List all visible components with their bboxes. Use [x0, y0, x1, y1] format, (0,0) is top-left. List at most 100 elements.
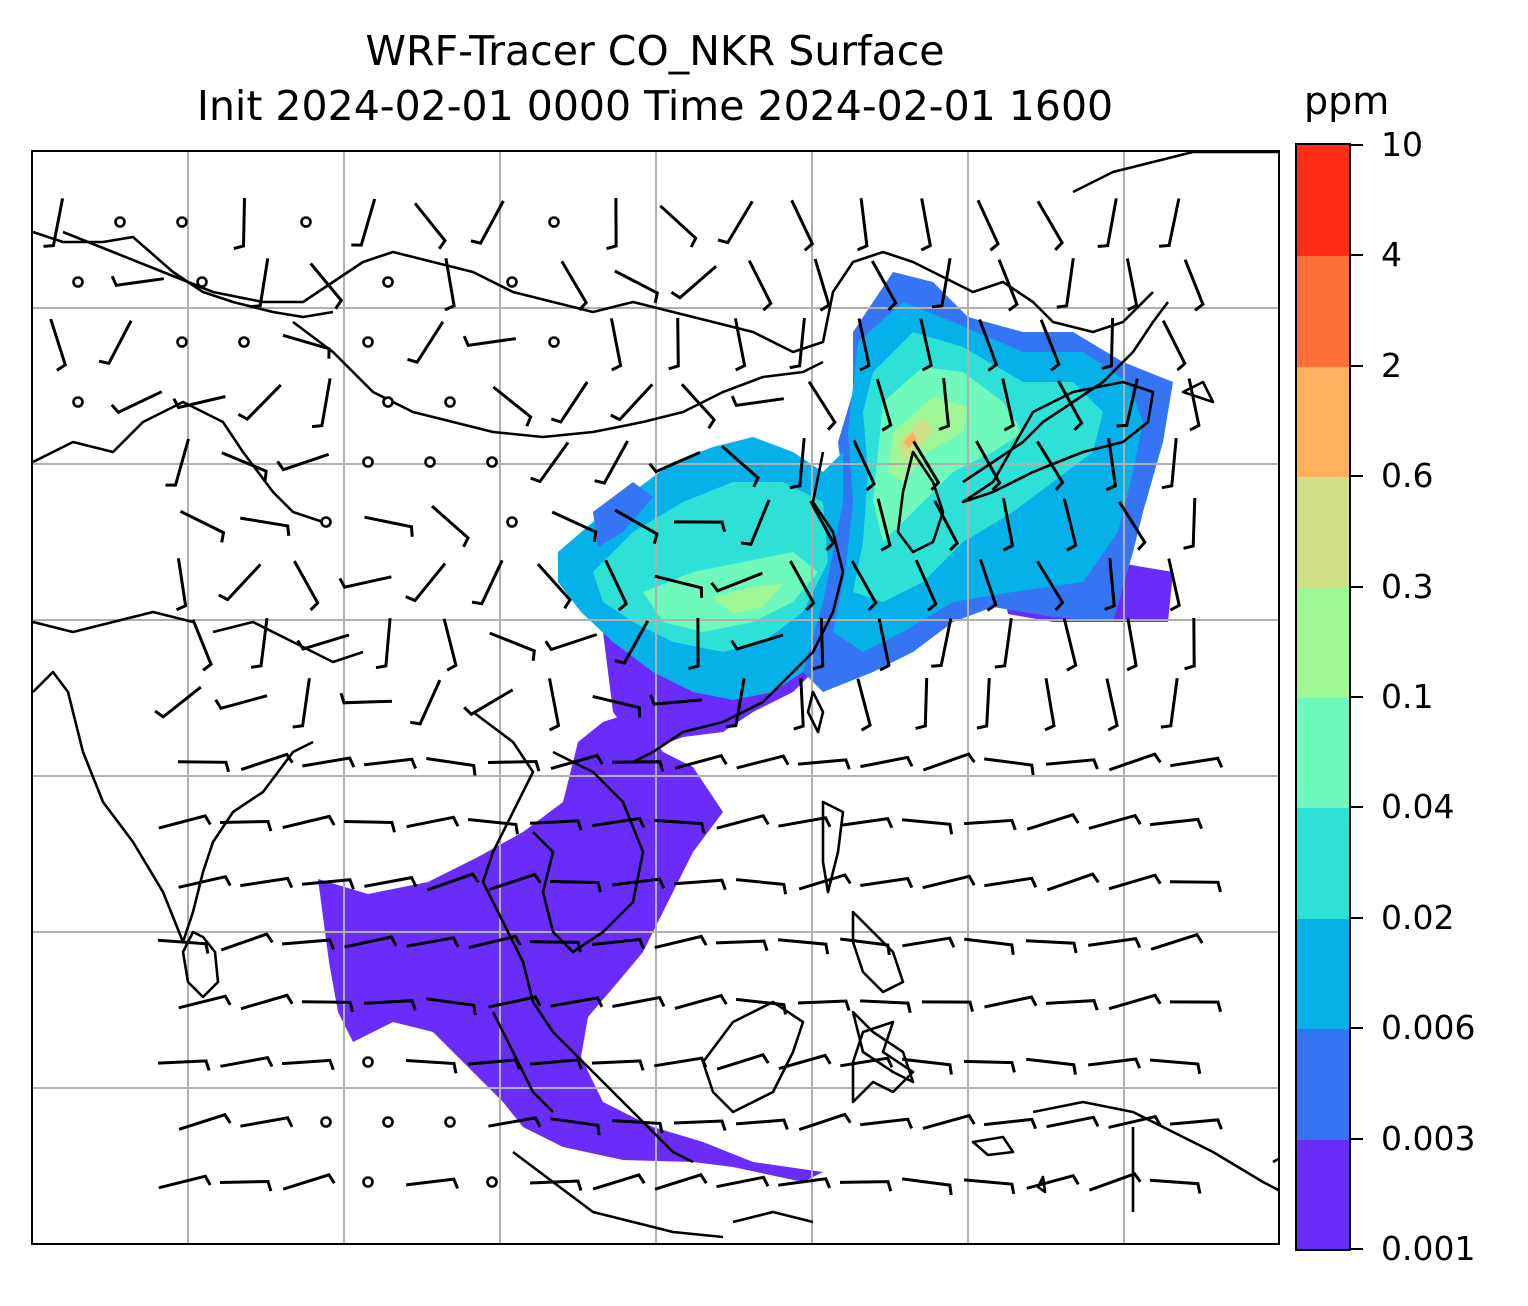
- wind-barb: [157, 1059, 211, 1071]
- wind-barb: [877, 618, 891, 672]
- wind-barb: [219, 1179, 273, 1192]
- wind-barb: [674, 753, 728, 770]
- wind-barb: [735, 997, 787, 1015]
- wind-barb: [840, 1056, 894, 1068]
- wind-barb: [984, 876, 1038, 889]
- wind-barb: [240, 876, 294, 889]
- wind-barb: [489, 631, 536, 661]
- wind-barb: [407, 320, 445, 364]
- wind-barb: [963, 1178, 1016, 1195]
- wind-barb: [1167, 558, 1181, 612]
- colorbar: [1295, 143, 1351, 1251]
- wind-barb: [670, 265, 718, 300]
- wind-barb: [1045, 999, 1099, 1011]
- wind-barb: [997, 259, 1019, 312]
- calm-wind-marker: [548, 216, 560, 228]
- calm-wind-marker: [506, 276, 518, 288]
- wind-barb: [1149, 1058, 1202, 1075]
- wind-barb: [442, 618, 458, 672]
- wind-barb: [339, 692, 393, 705]
- colorbar-tick-label: 0.02: [1381, 897, 1455, 937]
- wind-barb: [876, 498, 892, 552]
- wind-barb: [1046, 872, 1100, 892]
- wind-barb: [364, 515, 414, 537]
- wind-barb: [1169, 1000, 1223, 1013]
- colorbar-tick: [1351, 585, 1363, 588]
- wind-barb: [1170, 756, 1224, 769]
- wind-barb: [1056, 257, 1075, 309]
- wind-barb: [281, 938, 335, 950]
- wind-barb: [964, 937, 1015, 956]
- calm-wind-marker: [486, 1176, 498, 1188]
- wind-barb: [870, 260, 898, 312]
- wind-barb: [840, 937, 891, 956]
- wind-barb: [812, 617, 825, 671]
- wind-barb: [471, 559, 504, 606]
- wind-barb: [1125, 258, 1139, 312]
- wind-barb: [1026, 1057, 1077, 1075]
- wind-barb: [857, 318, 871, 372]
- wind-barb: [296, 633, 350, 651]
- wind-barb: [426, 757, 477, 776]
- colorbar-tick-label: 4: [1381, 235, 1402, 275]
- wind-barb: [233, 197, 246, 250]
- wind-barb: [1108, 752, 1162, 772]
- wind-barb: [730, 395, 785, 407]
- wind-barb: [549, 880, 602, 893]
- wind-barb: [1187, 378, 1201, 432]
- map-panel[interactable]: [31, 150, 1280, 1245]
- wind-barb: [463, 688, 514, 717]
- wind-barb: [462, 335, 517, 348]
- wind-barb: [591, 1059, 645, 1071]
- calm-wind-marker: [362, 1176, 374, 1188]
- calm-wind-marker: [548, 336, 560, 348]
- wind-barb: [178, 994, 232, 1010]
- wind-barb: [778, 1053, 832, 1071]
- wind-barb: [857, 198, 869, 252]
- wind-barb: [488, 1116, 542, 1128]
- wind-barb: [612, 877, 665, 889]
- wind-barb: [221, 451, 268, 482]
- wind-barb: [592, 1173, 646, 1191]
- colorbar-tick: [1351, 806, 1363, 809]
- wind-barb: [674, 993, 728, 1010]
- wind-barb: [282, 333, 331, 359]
- wind-barb: [413, 202, 447, 250]
- calm-wind-marker: [72, 276, 84, 288]
- wind-barb: [592, 816, 646, 829]
- wind-barb: [301, 878, 355, 890]
- wind-barb: [363, 999, 417, 1011]
- wind-barb: [594, 440, 629, 485]
- wind-barb: [1150, 932, 1204, 951]
- wind-barb: [1088, 1057, 1142, 1069]
- calm-wind-marker: [382, 276, 394, 288]
- wind-barb: [110, 275, 165, 287]
- wind-barb: [551, 510, 598, 543]
- wind-barb: [1062, 618, 1078, 672]
- wind-barb: [614, 620, 650, 665]
- calm-wind-markers: [72, 216, 560, 1188]
- wind-barb: [915, 677, 929, 730]
- wind-barb: [612, 995, 666, 1008]
- wind-barb: [240, 1116, 294, 1128]
- wind-barb: [191, 619, 213, 672]
- wind-barb: [902, 1177, 953, 1196]
- wind-barb: [611, 760, 665, 772]
- wind-barb: [468, 934, 522, 950]
- wind-barb: [740, 499, 771, 546]
- wind-barb: [673, 1119, 727, 1131]
- wind-barb: [240, 752, 294, 772]
- wind-barb: [736, 754, 790, 770]
- colorbar-tick: [1351, 254, 1363, 257]
- wind-barb: [1149, 1178, 1202, 1194]
- wind-barb: [994, 617, 1013, 669]
- wind-barb: [875, 378, 893, 432]
- wind-barb: [1044, 678, 1056, 732]
- wind-barb: [839, 1180, 893, 1192]
- wind-barb: [1039, 319, 1061, 372]
- wind-barb: [978, 558, 998, 612]
- wind-barb: [154, 685, 202, 719]
- wind-barb: [309, 262, 344, 310]
- wind-barb: [179, 510, 226, 543]
- wind-barb: [1108, 873, 1162, 891]
